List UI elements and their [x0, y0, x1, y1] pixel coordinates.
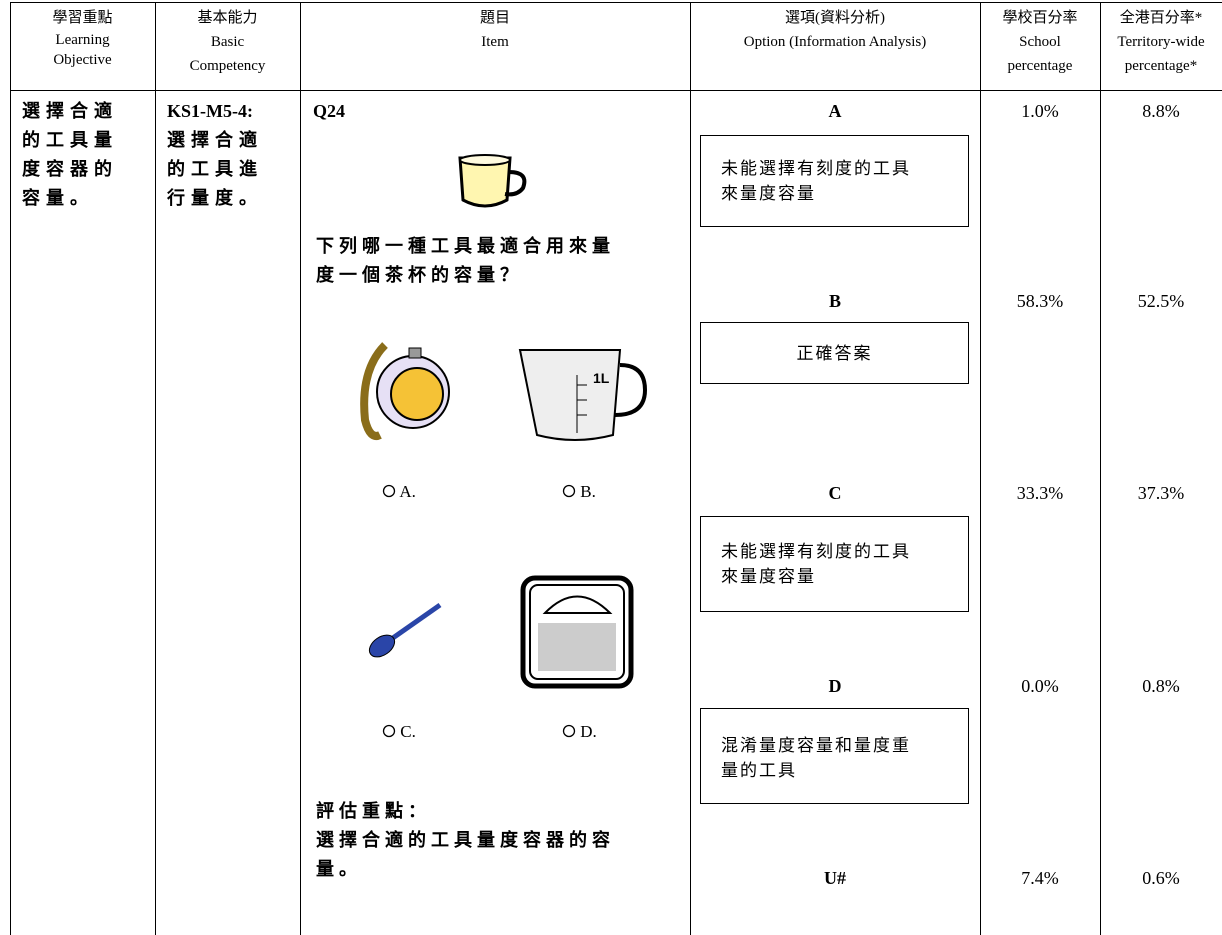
header-text: Basic [210, 34, 245, 50]
radio-circle [562, 724, 576, 738]
header-text: Learning [55, 32, 110, 48]
header-cell: 學習重點 Learning Objective [10, 6, 155, 70]
text-line: 來量度容量 [721, 184, 816, 203]
text-line: 未能選擇有刻度的工具 [721, 542, 911, 561]
header-text: Objective [53, 52, 112, 68]
teacup-image [458, 154, 527, 208]
header-cell: 題目 Item [300, 6, 690, 54]
header-text: Option (Information Analysis) [743, 34, 927, 50]
jug-label: 1L [593, 370, 610, 386]
choice-label: B. [580, 482, 596, 501]
question: 下列哪一種工具最適合用來量 度一個茶杯的容量？ [316, 232, 615, 290]
choice-label: C. [400, 722, 416, 741]
header-cell: 學校百分率 School percentage [980, 6, 1100, 78]
header-text: 題目 [479, 10, 510, 26]
focus-title: 評估重點： [316, 801, 431, 821]
basic-competency: KS1-M5-4: 選擇合適 的工具進 行量度。 [167, 97, 263, 213]
header-cell: 選項(資料分析) Option (Information Analysis) [690, 6, 980, 54]
text-line: 容量。 [22, 188, 94, 208]
radio-circle [562, 484, 576, 498]
text-line: 選擇合適 [167, 130, 263, 150]
competency-code: KS1-M5-4: [167, 101, 253, 121]
analysis-box: 未能選擇有刻度的工具 來量度容量 [700, 516, 969, 612]
text-line: 未能選擇有刻度的工具 [721, 159, 911, 178]
territory-percentage: 8.8% [1142, 101, 1180, 121]
text-line: 量的工具 [721, 761, 797, 780]
text-line: 下列哪一種工具最適合用來量 [316, 236, 615, 256]
school-percentage: 7.4% [1021, 868, 1059, 888]
territory-percentage: 52.5% [1137, 291, 1185, 311]
school-percentage: 1.0% [1021, 101, 1059, 121]
radio-circle [382, 484, 396, 498]
text-line: 選擇合適的工具量度容器的容 [316, 830, 615, 850]
text-line: 的工具進 [167, 159, 263, 179]
text-line: 來量度容量 [721, 567, 816, 586]
territory-percentage: 37.3% [1137, 483, 1185, 503]
choice: B. [562, 482, 596, 502]
header-text: 基本能力 [197, 10, 258, 26]
table-border [690, 2, 691, 935]
header-text: 全港百分率* [1119, 10, 1203, 26]
table-border [1100, 2, 1101, 935]
table-border [10, 2, 1222, 3]
choice-label: A. [399, 482, 416, 501]
analysis-text: 正確答案 [701, 341, 968, 366]
text-line: 混淆量度容量和量度重 [721, 736, 911, 755]
analysis-box: 未能選擇有刻度的工具 來量度容量 [700, 135, 969, 227]
school-percentage: 33.3% [1016, 483, 1064, 503]
analysis-text: 未能選擇有刻度的工具 來量度容量 [721, 156, 911, 206]
header-cell: 全港百分率* Territory-wide percentage* [1100, 6, 1222, 78]
header-cell: 基本能力 Basic Competency [155, 6, 300, 78]
header-text: Item [481, 34, 509, 50]
option-label: U# [824, 868, 846, 888]
option-label: B [828, 291, 841, 311]
table-border [300, 2, 301, 935]
table-border [10, 2, 11, 935]
text-line: 量。 [316, 859, 362, 879]
learning-objective: 選擇合適 的工具量 度容器的 容量。 [22, 97, 118, 213]
spoon-image [368, 602, 442, 658]
header-text: Competency [189, 58, 266, 74]
question-number: Q24 [313, 101, 346, 121]
table-border [980, 2, 981, 935]
header-text: 學習重點 [52, 10, 113, 26]
choice: D. [562, 722, 597, 742]
choice: C. [382, 722, 416, 742]
choice: A. [382, 482, 416, 502]
scale-image [520, 575, 634, 689]
option-label: D [828, 676, 842, 696]
flask-image [360, 342, 450, 440]
header-text: 學校百分率 [1002, 10, 1078, 26]
text-line: 度一個茶杯的容量？ [316, 265, 523, 285]
assessment-focus: 評估重點： 選擇合適的工具量度容器的容 量。 [316, 797, 615, 884]
choice-label: D. [580, 722, 597, 741]
header-text: School [1019, 34, 1061, 50]
school-percentage: 58.3% [1016, 291, 1064, 311]
header-text: percentage [1007, 58, 1073, 74]
header-text: Territory-wide [1117, 34, 1205, 50]
territory-percentage: 0.8% [1142, 676, 1180, 696]
text-line: 選擇合適 [22, 101, 118, 121]
text-line: 的工具量 [22, 130, 118, 150]
table-border [10, 90, 1222, 91]
header-text: percentage* [1124, 58, 1198, 74]
text-line: 正確答案 [796, 344, 873, 363]
school-percentage: 0.0% [1021, 676, 1059, 696]
analysis-text: 混淆量度容量和量度重 量的工具 [721, 733, 911, 783]
option-label: A [828, 101, 842, 121]
radio-circle [382, 724, 396, 738]
text-line: 行量度。 [167, 188, 263, 208]
analysis-text: 未能選擇有刻度的工具 來量度容量 [721, 539, 911, 589]
analysis-box: 正確答案 [700, 322, 969, 384]
analysis-box: 混淆量度容量和量度重 量的工具 [700, 708, 969, 804]
option-label: C [828, 483, 842, 503]
measuring-jug-image: 1L [518, 349, 648, 441]
text-line: 度容器的 [22, 159, 118, 179]
territory-percentage: 0.6% [1142, 868, 1180, 888]
header-text: 選項(資料分析) [785, 10, 885, 26]
table-border [155, 2, 156, 935]
